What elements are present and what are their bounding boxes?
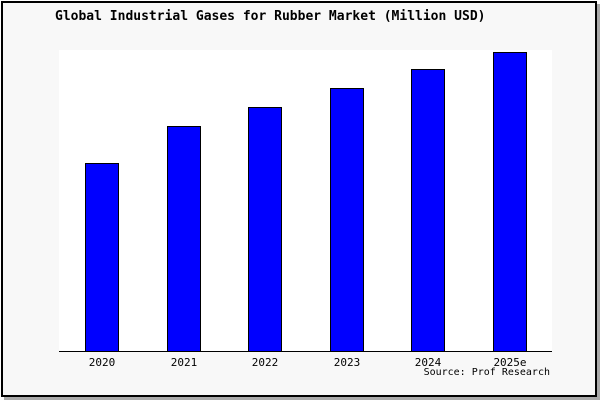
x-tick-label-2022: 2022 <box>251 356 279 369</box>
x-tick-label-2025e: 2025e <box>493 356 527 369</box>
bar-2021 <box>167 126 201 351</box>
plot-area <box>59 50 552 352</box>
x-tick-label-2024: 2024 <box>414 356 442 369</box>
bar-2025e <box>493 52 527 351</box>
bar-2023 <box>330 88 364 351</box>
chart-title: Global Industrial Gases for Rubber Marke… <box>55 9 486 24</box>
x-tick-label-2021: 2021 <box>170 356 198 369</box>
bar-2022 <box>248 107 282 351</box>
x-tick-label-2020: 2020 <box>88 356 116 369</box>
source-credit: Source: Prof Research <box>423 367 550 378</box>
x-tick-label-2023: 2023 <box>333 356 361 369</box>
bar-2020 <box>85 163 119 351</box>
bar-2024 <box>411 69 445 351</box>
